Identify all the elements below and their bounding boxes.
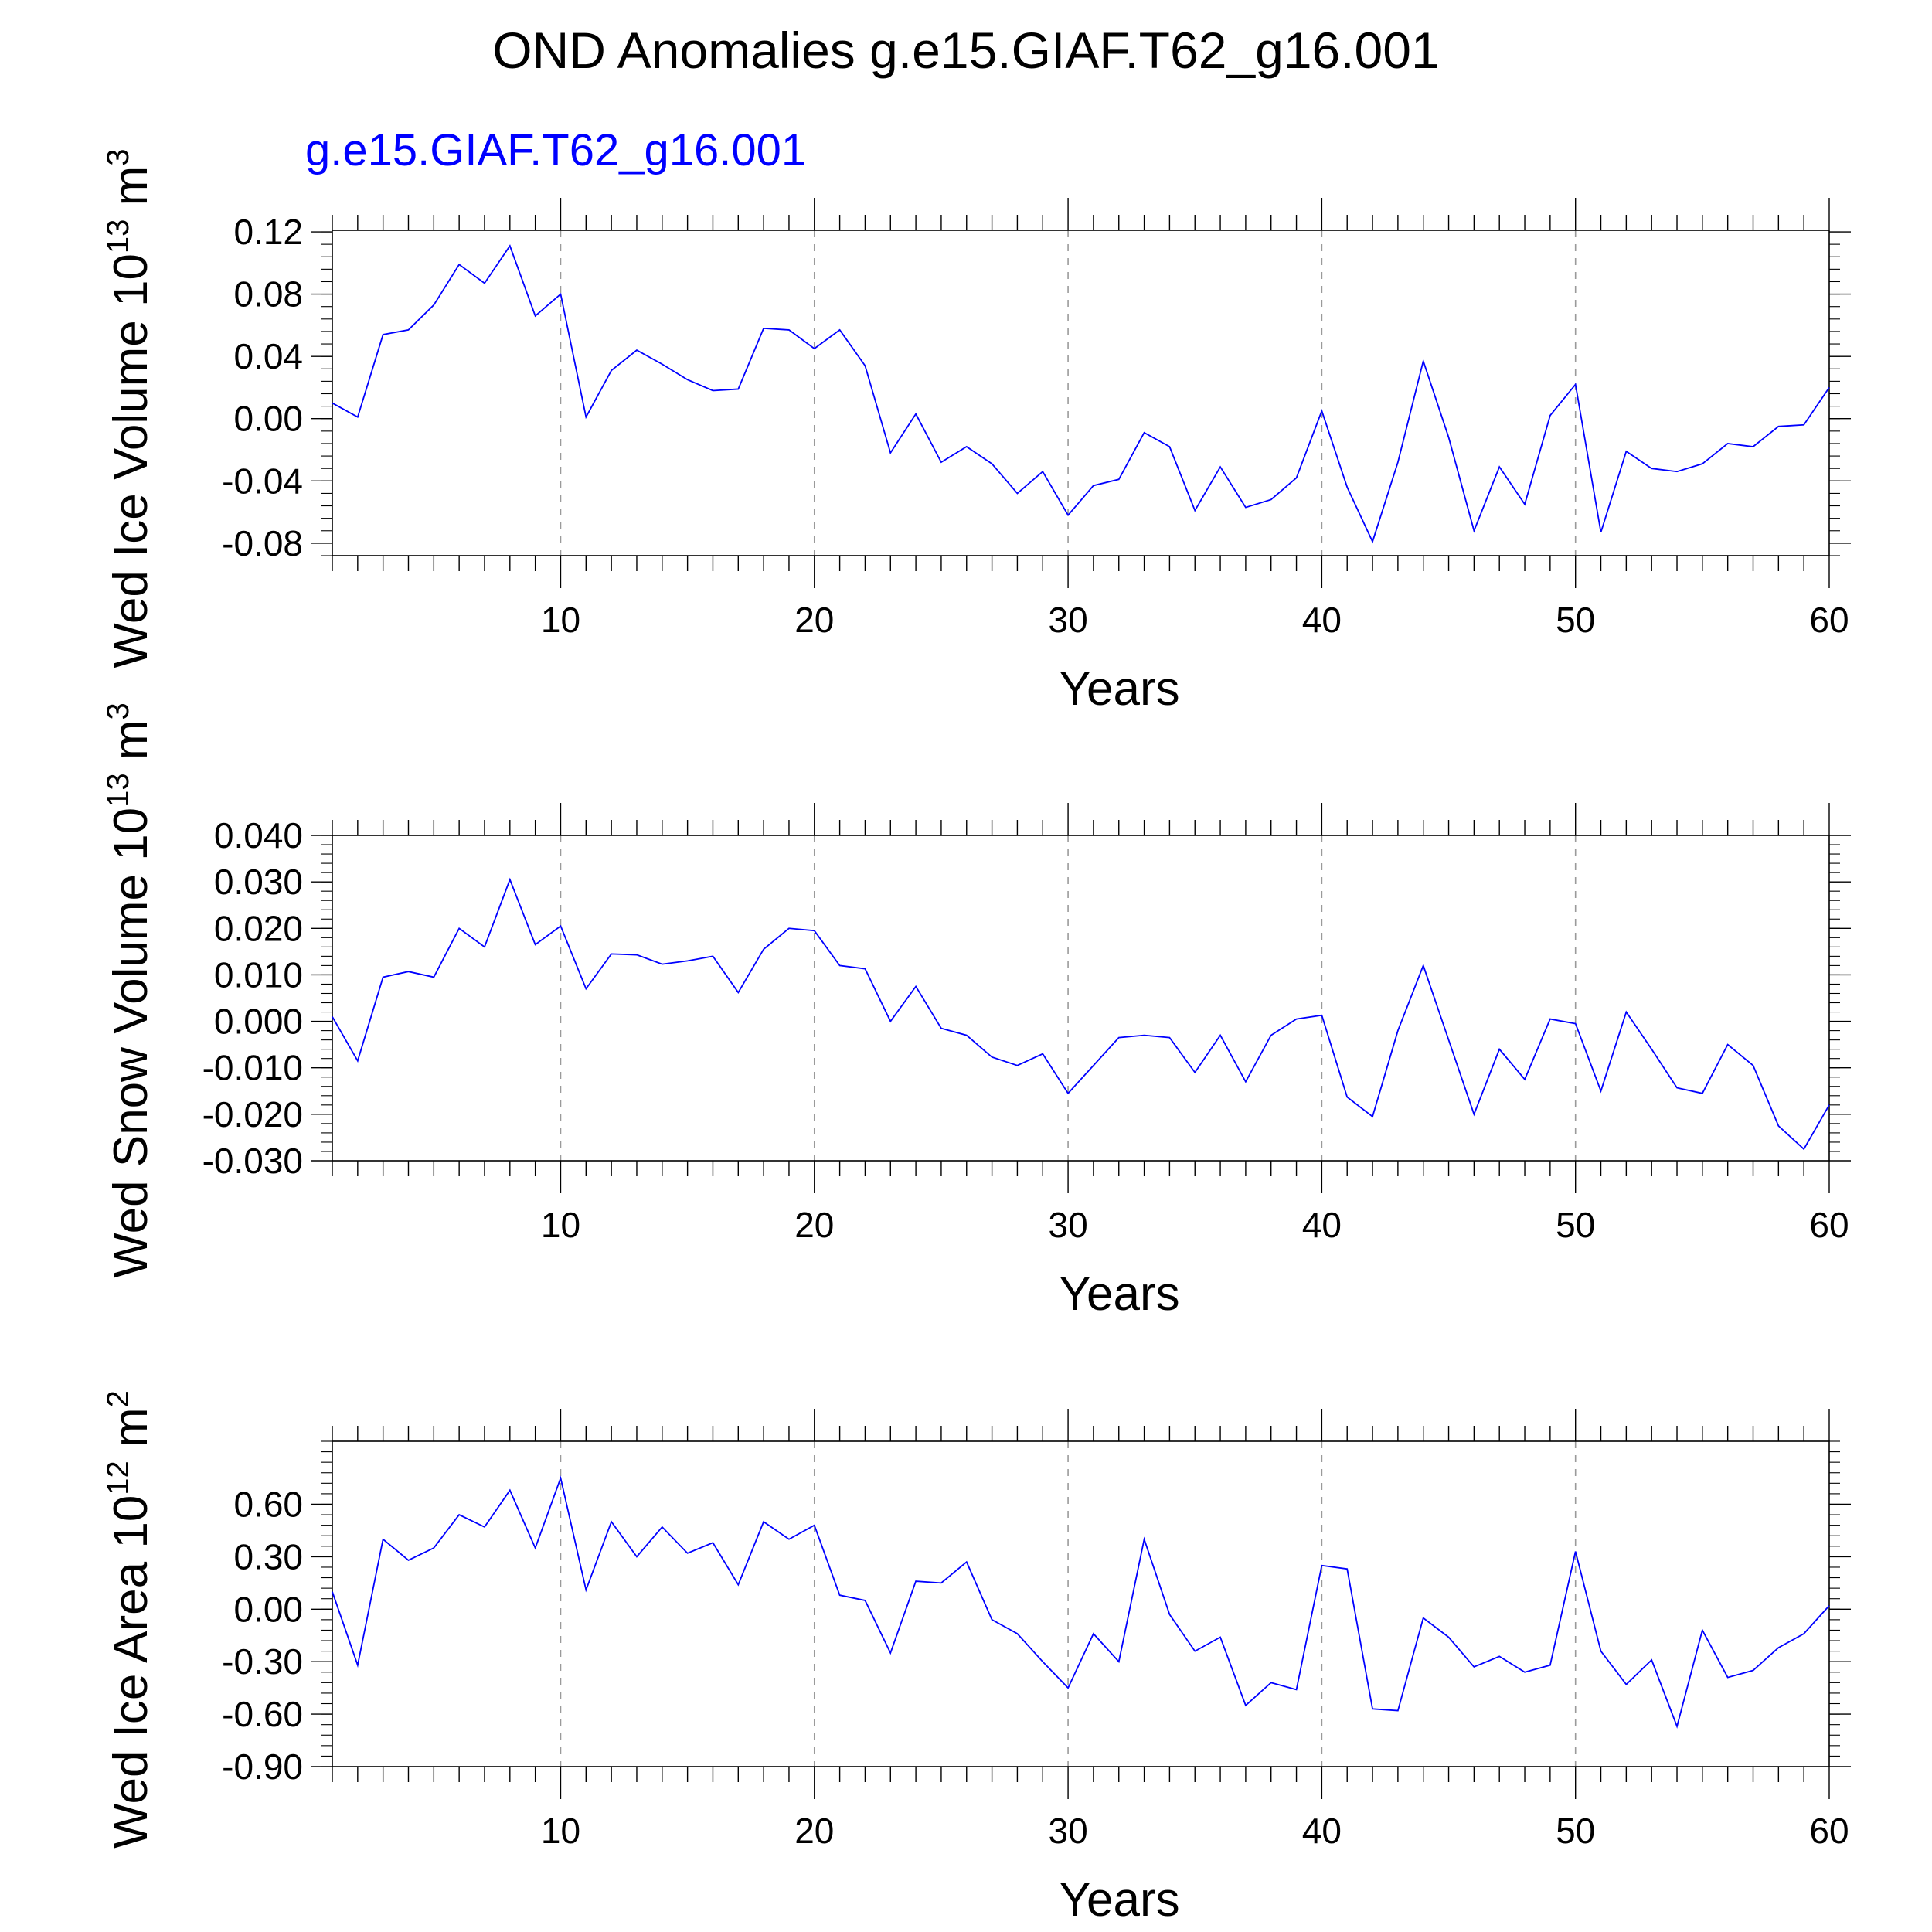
series-line <box>332 244 1830 544</box>
y-tick-label: 0.08 <box>233 274 303 315</box>
y-tick-label: 0.00 <box>233 399 303 439</box>
y-tick-label: -0.010 <box>202 1048 303 1088</box>
x-tick-label: 10 <box>541 600 580 640</box>
x-tick-label: 40 <box>1302 1205 1342 1245</box>
x-tick-label: 60 <box>1809 600 1849 640</box>
y-tick-label: 0.040 <box>214 815 303 855</box>
y-axis-label-part: m <box>104 719 158 773</box>
plot-frame <box>332 230 1830 556</box>
panel-1: 10 20 30 40 50 60 0.12 0.08 0.04 0.00 -0.04 -0.08 Ye… <box>101 148 1851 716</box>
x-axis-label: Years <box>1059 662 1179 716</box>
x-tick-label: 50 <box>1556 1205 1595 1245</box>
y-axis-label-superscript: 2 <box>101 1390 135 1407</box>
x-tick-label: 30 <box>1048 600 1087 640</box>
y-tick-label: 0.000 <box>214 1002 303 1042</box>
x-tick-label: 20 <box>794 1811 834 1851</box>
figure-subtitle: g.e15.GIAF.T62_g16.001 <box>305 125 806 175</box>
y-tick-label: 0.04 <box>233 336 303 376</box>
panels: 10 20 30 40 50 60 0.12 0.08 0.04 0.00 -0.04 -0.08 Ye… <box>101 148 1851 1927</box>
y-axis-label-part: m <box>104 166 158 219</box>
y-tick-label: -0.90 <box>222 1747 303 1787</box>
y-axis-label: Wed Ice Area 1012 m2 <box>101 1390 158 1849</box>
x-tick-label: 10 <box>541 1205 580 1245</box>
series-line <box>332 877 1830 1151</box>
x-tick-label: 30 <box>1048 1205 1087 1245</box>
x-tick-label: 40 <box>1302 1811 1342 1851</box>
x-tick-label: 40 <box>1302 600 1342 640</box>
y-axis-label-superscript: 3 <box>101 148 135 165</box>
x-tick-label: 20 <box>794 600 834 640</box>
y-tick-label: 0.010 <box>214 954 303 995</box>
y-axis-label: Wed Ice Volume 1013 m3 <box>101 148 158 668</box>
y-tick-label: 0.30 <box>233 1536 303 1577</box>
y-tick-label: 0.60 <box>233 1484 303 1524</box>
panel-2: 10 20 30 40 50 60 0.040 0.030 0.020 0.010 0.000 -0.… <box>101 702 1851 1321</box>
x-axis-label: Years <box>1059 1267 1179 1321</box>
panel-3: 10 20 30 40 50 60 0.60 0.30 0.00 -0.30 -0.60 -0.90 Y… <box>101 1390 1851 1927</box>
y-tick-label: 0.020 <box>214 908 303 948</box>
plot-frame <box>332 835 1830 1162</box>
plot-frame <box>332 1440 1830 1767</box>
x-tick-label: 60 <box>1809 1811 1849 1851</box>
y-axis-label-part: Wed Ice Area 10 <box>104 1495 158 1849</box>
y-axis-label-superscript: 12 <box>101 1461 135 1495</box>
x-tick-label: 30 <box>1048 1811 1087 1851</box>
series-line <box>332 1475 1830 1729</box>
y-tick-label: -0.30 <box>222 1641 303 1682</box>
y-tick-label: -0.08 <box>222 523 303 563</box>
y-axis-label-part: m <box>104 1407 158 1461</box>
y-axis-label-part: Wed Snow Volume 10 <box>104 808 158 1278</box>
x-tick-label: 50 <box>1556 1811 1595 1851</box>
y-axis-label-superscript: 13 <box>101 773 135 808</box>
y-tick-label: -0.60 <box>222 1694 303 1734</box>
figure-title: OND Anomalies g.e15.GIAF.T62_g16.001 <box>492 22 1439 79</box>
y-tick-label: -0.030 <box>202 1141 303 1181</box>
y-tick-label: 0.12 <box>233 212 303 252</box>
y-tick-label: 0.030 <box>214 862 303 902</box>
y-axis-label-superscript: 13 <box>101 219 135 254</box>
x-axis-label: Years <box>1059 1873 1179 1927</box>
x-tick-label: 10 <box>541 1811 580 1851</box>
y-axis-label-part: Wed Ice Volume 10 <box>104 253 158 668</box>
y-tick-label: -0.020 <box>202 1094 303 1134</box>
y-axis-label: Wed Snow Volume 1013 m3 <box>101 702 158 1278</box>
x-tick-label: 20 <box>794 1205 834 1245</box>
x-tick-label: 50 <box>1556 600 1595 640</box>
x-tick-label: 60 <box>1809 1205 1849 1245</box>
y-axis-label-superscript: 3 <box>101 702 135 719</box>
y-tick-label: 0.00 <box>233 1589 303 1629</box>
y-tick-label: -0.04 <box>222 461 303 501</box>
